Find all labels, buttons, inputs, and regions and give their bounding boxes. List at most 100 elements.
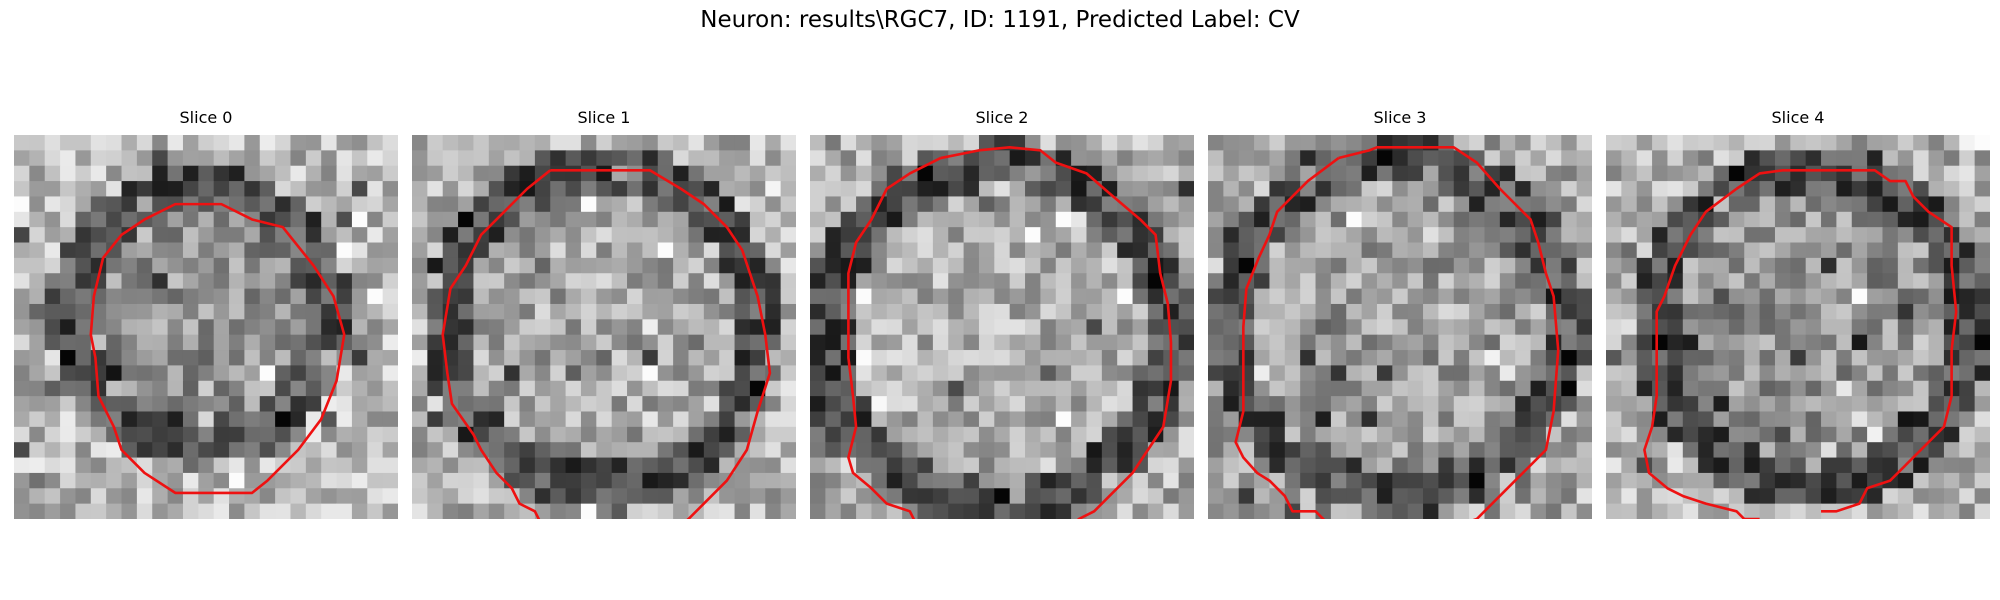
pixel-cell	[1928, 442, 1945, 459]
pixel-cell	[825, 211, 842, 228]
pixel-cell	[1621, 150, 1638, 167]
pixel-cell	[1851, 472, 1868, 489]
pixel-cell	[321, 457, 338, 474]
pixel-cell	[1545, 503, 1562, 519]
pixel-cell	[229, 365, 245, 382]
pixel-cell	[719, 365, 736, 382]
pixel-cell	[1330, 135, 1347, 151]
pixel-cell	[1346, 319, 1363, 336]
pixel-cell	[1606, 135, 1622, 151]
slice-title-1: Slice 1	[577, 108, 631, 127]
pixel-cell	[1682, 457, 1699, 474]
pixel-cell	[978, 334, 995, 351]
pixel-cell	[1728, 488, 1745, 505]
pixel-cell	[1515, 242, 1532, 259]
pixel-cell	[1423, 503, 1439, 519]
pixel-cell	[121, 135, 138, 151]
pixel-cell	[1744, 365, 1761, 382]
pixel-cell	[1744, 350, 1761, 366]
pixel-cell	[780, 380, 796, 397]
pixel-cell	[1330, 411, 1347, 428]
pixel-cell	[60, 135, 76, 151]
pixel-cell	[1698, 196, 1714, 213]
pixel-cell	[351, 457, 368, 474]
pixel-cell	[871, 257, 888, 274]
pixel-cell	[412, 472, 428, 489]
pixel-cell	[1330, 457, 1347, 474]
pixel-cell	[1851, 380, 1868, 397]
pixel-cell	[1928, 303, 1945, 320]
pixel-cell	[75, 334, 92, 351]
pixel-cell	[1407, 242, 1424, 259]
pixel-cell	[1438, 503, 1455, 519]
pixel-cell	[321, 257, 338, 274]
pixel-cell	[642, 196, 659, 213]
pixel-cell	[1009, 211, 1026, 228]
pixel-cell	[1300, 396, 1316, 412]
pixel-cell	[1913, 257, 1930, 274]
pixel-cell	[519, 211, 536, 228]
pixel-cell	[259, 334, 276, 351]
figure-title: Neuron: results\RGC7, ID: 1191, Predicte…	[700, 7, 1300, 33]
pixel-cell	[1561, 380, 1578, 397]
pixel-cell	[14, 334, 30, 351]
pixel-cell	[1346, 411, 1363, 428]
cell-contour	[441, 169, 552, 519]
pixel-cell	[1744, 196, 1761, 213]
pixel-cell	[719, 288, 736, 305]
pixel-cell	[886, 365, 903, 382]
pixel-cell	[412, 303, 428, 320]
pixel-cell	[1178, 380, 1194, 397]
pixel-cell	[657, 257, 674, 274]
pixel-cell	[473, 334, 490, 351]
pixel-cell	[1897, 211, 1914, 228]
pixel-cell	[1055, 257, 1072, 274]
pixel-cell	[167, 503, 184, 519]
pixel-cell	[963, 165, 980, 182]
pixel-cell	[703, 181, 720, 197]
pixel-cell	[765, 411, 782, 428]
pixel-cell	[1238, 181, 1255, 197]
pixel-cell	[565, 503, 582, 519]
pixel-cell	[351, 288, 368, 305]
pixel-cell	[565, 257, 582, 274]
pixel-cell	[351, 503, 368, 519]
pixel-cell	[412, 350, 428, 366]
pixel-cell	[1484, 303, 1501, 320]
pixel-cell	[1040, 472, 1057, 489]
pixel-cell	[1376, 426, 1393, 443]
pixel-cell	[1974, 242, 1990, 259]
pixel-cell	[840, 211, 857, 228]
pixel-cell	[1238, 396, 1255, 412]
pixel-cell	[1774, 380, 1791, 397]
pixel-cell	[198, 334, 215, 351]
pixel-cell	[152, 442, 169, 459]
pixel-cell	[14, 227, 30, 243]
pixel-cell	[1530, 165, 1547, 182]
pixel-cell	[473, 303, 490, 320]
pixel-cell	[1117, 303, 1134, 320]
pixel-cell	[1667, 503, 1684, 519]
pixel-cell	[488, 426, 505, 443]
pixel-cell	[152, 380, 169, 397]
pixel-cell	[14, 380, 30, 397]
pixel-cell	[336, 288, 353, 305]
pixel-cell	[1882, 350, 1899, 366]
pixel-cell	[1423, 257, 1439, 274]
pixel-cell	[1959, 288, 1976, 305]
pixel-cell	[519, 273, 536, 290]
pixel-cell	[627, 396, 643, 412]
pixel-cell	[948, 472, 965, 489]
pixel-cell	[275, 165, 291, 182]
pixel-cell	[1147, 319, 1164, 336]
pixel-cell	[488, 242, 505, 259]
pixel-cell	[1453, 350, 1470, 366]
pixel-cell	[703, 411, 720, 428]
pixel-cell	[1621, 457, 1638, 474]
pixel-cell	[1254, 334, 1270, 351]
pixel-cell	[382, 350, 398, 366]
pixel-cell	[1851, 488, 1868, 505]
pixel-cell	[673, 257, 689, 274]
pixel-cell	[504, 396, 520, 412]
pixel-cell	[1561, 365, 1578, 382]
